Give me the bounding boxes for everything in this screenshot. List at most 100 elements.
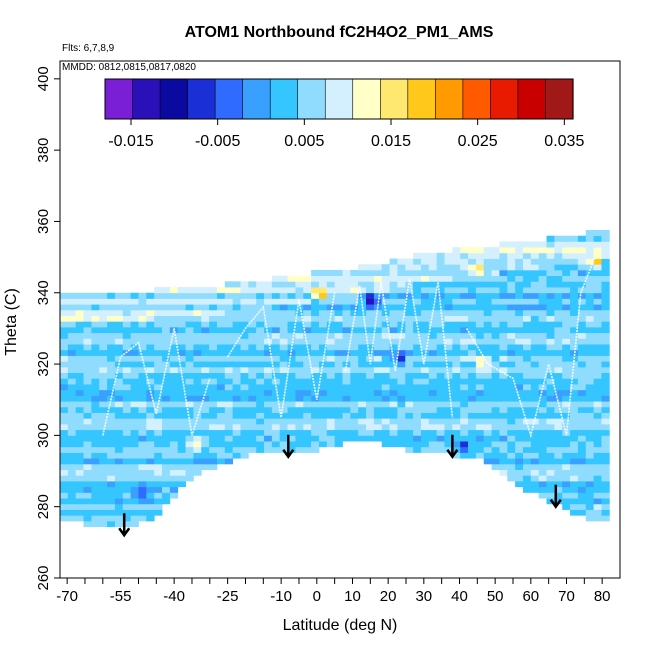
heat-cell (169, 423, 179, 431)
heat-cell (216, 344, 226, 351)
heat-cell (562, 389, 571, 396)
heat-cell (318, 304, 328, 311)
heat-cell (130, 384, 139, 391)
heat-cell (515, 366, 524, 374)
heat-cell (287, 372, 296, 379)
heat-cell (232, 315, 241, 322)
heat-cell (318, 298, 328, 305)
heat-cell (515, 338, 524, 345)
heat-cell (154, 503, 163, 510)
heat-cell (138, 458, 147, 465)
heat-cell (515, 252, 524, 259)
heat-cell (499, 292, 508, 299)
heat-cell (491, 287, 500, 294)
heat-cell (366, 406, 375, 413)
heat-cell (122, 326, 132, 334)
heat-cell (169, 481, 179, 488)
heat-cell (271, 287, 281, 294)
heat-cell (530, 315, 540, 322)
heat-cell (295, 355, 304, 362)
heat-cell (287, 332, 296, 339)
heat-cell (389, 395, 398, 402)
heat-cell (546, 298, 555, 305)
heat-cell (515, 275, 524, 282)
heat-cell (169, 366, 179, 374)
heat-cell (75, 458, 84, 465)
heat-cell (491, 281, 500, 288)
heat-cell (60, 492, 69, 499)
colorbar-swatch (159, 78, 189, 120)
heat-cell (507, 269, 516, 277)
heat-cell (99, 509, 108, 516)
heat-cell (373, 372, 383, 379)
heat-cell (366, 349, 375, 356)
heat-cell (342, 378, 351, 385)
heat-cell (577, 315, 587, 322)
heat-cell (318, 389, 328, 396)
heat-cell (67, 401, 77, 408)
heat-cell (209, 463, 218, 470)
heat-cell (381, 349, 390, 356)
heat-cell (405, 355, 414, 362)
heat-cell (507, 298, 516, 305)
heat-cell (570, 309, 579, 316)
heat-cell (240, 338, 249, 345)
heat-cell (216, 332, 226, 339)
heat-cell (287, 418, 296, 425)
heat-cell (530, 247, 540, 254)
heat-cell (546, 435, 555, 442)
heat-cell (475, 258, 485, 265)
heat-cell (593, 287, 602, 294)
heat-cell (318, 338, 328, 345)
heat-cell (593, 406, 602, 413)
heat-cell (522, 366, 532, 374)
heat-cell (593, 378, 602, 385)
heat-cell (358, 309, 367, 316)
heat-cell (507, 418, 516, 425)
heat-cell (256, 292, 265, 299)
heat-cell (491, 452, 500, 459)
heat-cell (413, 269, 422, 277)
heat-cell (499, 366, 508, 374)
heat-cell (138, 418, 147, 425)
heat-cell (460, 366, 469, 374)
heat-cell (562, 338, 571, 345)
heat-cell (577, 429, 587, 436)
heat-cell (114, 435, 124, 442)
heat-cell (295, 326, 304, 334)
heat-cell (216, 458, 226, 465)
heat-cell (185, 287, 194, 294)
heat-cell (515, 355, 524, 362)
heat-cell (209, 287, 218, 294)
heat-cell (601, 384, 610, 391)
heat-cell (303, 384, 312, 391)
heat-cell (216, 366, 226, 374)
heat-cell (75, 423, 84, 431)
heat-cell (483, 309, 492, 316)
colorbar-swatch (379, 78, 409, 120)
heat-cell (130, 366, 139, 374)
heat-cell (146, 509, 155, 516)
heat-cell (264, 429, 273, 436)
heat-cell (83, 446, 92, 453)
heat-cell (475, 349, 485, 356)
heat-cell (138, 309, 147, 316)
heat-cell (460, 423, 469, 431)
heat-cell (75, 361, 84, 368)
heat-cell (483, 275, 492, 282)
heat-cell (185, 435, 194, 442)
heat-cell (240, 366, 249, 374)
heat-cell (554, 235, 563, 242)
heat-cell (99, 492, 108, 499)
heat-cell (515, 264, 524, 271)
heat-cell (428, 401, 438, 408)
heat-cell (452, 252, 461, 259)
heat-cell (562, 395, 571, 402)
heat-cell (256, 361, 265, 368)
heat-cell (507, 304, 516, 311)
heat-cell (248, 418, 257, 425)
heat-cell (546, 281, 555, 288)
heat-cell (122, 366, 132, 374)
heat-cell (107, 378, 116, 385)
heat-cell (177, 446, 186, 453)
